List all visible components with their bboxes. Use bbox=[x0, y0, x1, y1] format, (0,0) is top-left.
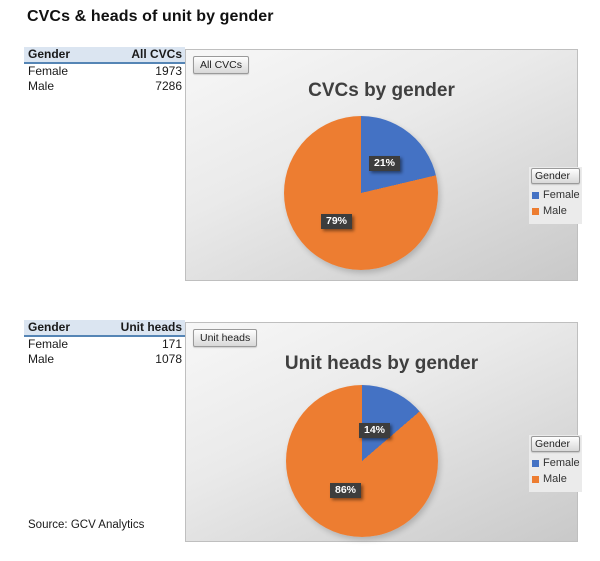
legend-field-button[interactable]: Gender bbox=[531, 436, 580, 452]
page-title: CVCs & heads of unit by gender bbox=[27, 8, 274, 25]
data-label-male: 86% bbox=[330, 483, 362, 498]
data-label-female: 21% bbox=[369, 156, 401, 171]
legend-item-male[interactable]: Male bbox=[531, 203, 580, 219]
legend-item-female[interactable]: Female bbox=[531, 187, 580, 203]
cell-male[interactable]: Male bbox=[28, 79, 55, 93]
table-row: Female 1973 bbox=[24, 64, 185, 79]
pie-graphic[interactable] bbox=[284, 116, 438, 270]
table-row: Male 7286 bbox=[24, 79, 185, 94]
cell-male[interactable]: Male bbox=[28, 352, 55, 366]
legend-label: Female bbox=[543, 457, 580, 469]
header-cell-gender[interactable]: Gender bbox=[28, 47, 71, 61]
cell-female-value[interactable]: 171 bbox=[161, 337, 182, 351]
header-cell-unit-heads[interactable]: Unit heads bbox=[120, 320, 182, 334]
header-cell-gender[interactable]: Gender bbox=[28, 320, 71, 334]
cell-female-value[interactable]: 1973 bbox=[155, 64, 182, 78]
legend-label: Male bbox=[543, 473, 567, 485]
legend: Gender Female Male bbox=[529, 435, 582, 492]
cell-female[interactable]: Female bbox=[28, 337, 69, 351]
chart-title: Unit heads by gender bbox=[284, 353, 479, 374]
unit-heads-pie-chart: Unit heads Unit heads by gender 14% 86% … bbox=[185, 322, 582, 542]
legend-item-male[interactable]: Male bbox=[531, 471, 580, 487]
legend-swatch-icon bbox=[532, 475, 539, 483]
cell-male-value[interactable]: 7286 bbox=[155, 79, 182, 93]
legend-swatch-icon bbox=[532, 207, 539, 215]
table-header-row: Gender All CVCs bbox=[24, 47, 185, 64]
table-row: Male 1078 bbox=[24, 352, 185, 367]
data-label-female: 14% bbox=[359, 423, 391, 438]
legend: Gender Female Male bbox=[529, 167, 582, 224]
cell-female[interactable]: Female bbox=[28, 64, 69, 78]
chart-title: CVCs by gender bbox=[308, 80, 455, 101]
table-header-row: Gender Unit heads bbox=[24, 320, 185, 337]
data-label-male: 79% bbox=[321, 214, 353, 229]
legend-label: Male bbox=[543, 205, 567, 217]
header-cell-all-cvcs[interactable]: All CVCs bbox=[131, 47, 182, 61]
legend-items: Female Male bbox=[531, 187, 580, 219]
legend-field-button[interactable]: Gender bbox=[531, 168, 580, 184]
cell-male-value[interactable]: 1078 bbox=[155, 352, 182, 366]
cvcs-pie-chart: All CVCs CVCs by gender 21% 79% Gender F… bbox=[185, 49, 582, 281]
legend-swatch-icon bbox=[532, 191, 539, 199]
cvcs-table: Gender All CVCs Female 1973 Male 7286 bbox=[24, 47, 185, 94]
table-row: Female 171 bbox=[24, 337, 185, 352]
unit-heads-table: Gender Unit heads Female 171 Male 1078 bbox=[24, 320, 185, 367]
legend-item-female[interactable]: Female bbox=[531, 455, 580, 471]
legend-items: Female Male bbox=[531, 455, 580, 487]
filter-field-button[interactable]: Unit heads bbox=[193, 329, 258, 347]
source-note: Source: GCV Analytics bbox=[28, 519, 145, 531]
legend-swatch-icon bbox=[532, 459, 539, 467]
filter-field-button[interactable]: All CVCs bbox=[193, 56, 250, 74]
legend-label: Female bbox=[543, 189, 580, 201]
pie-graphic[interactable] bbox=[286, 385, 438, 537]
